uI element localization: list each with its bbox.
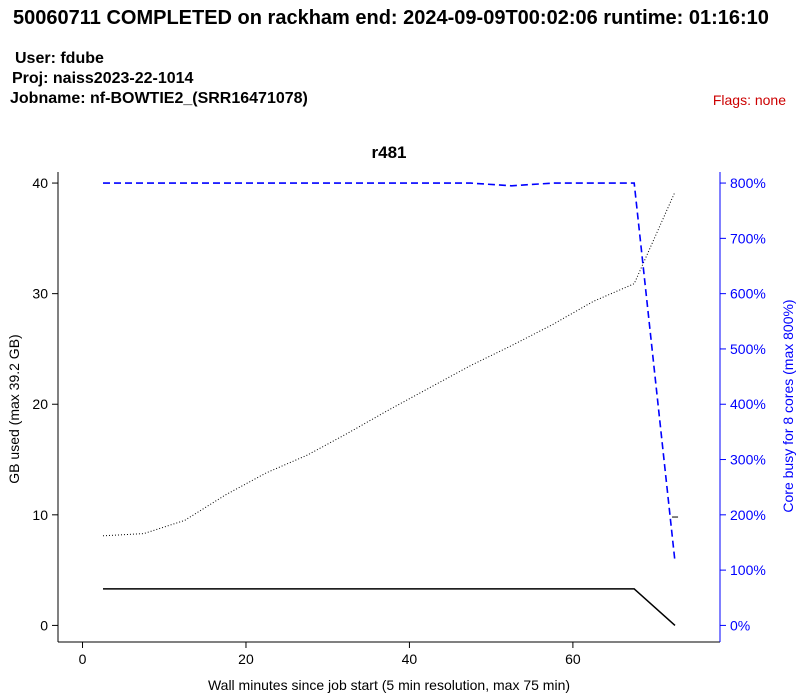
job-title: 50060711 COMPLETED on rackham end: 2024-…	[13, 7, 769, 29]
job-project: Proj: naiss2023-22-1014	[12, 70, 194, 87]
x-axis-label: Wall minutes since job start (5 min reso…	[208, 677, 570, 693]
y-tick-label: 30	[32, 286, 48, 302]
y2-tick-label: 200%	[730, 507, 766, 523]
job-name: Jobname: nf-BOWTIE2_(SRR16471078)	[10, 90, 308, 107]
series-group	[102, 182, 679, 626]
y2-tick-label: 300%	[730, 452, 766, 468]
y2-tick-label: 100%	[730, 562, 766, 578]
y2-tick-label: 800%	[730, 175, 766, 191]
y-tick-label: 20	[32, 396, 48, 412]
core-busy-line	[103, 182, 676, 562]
y-tick-label: 10	[32, 507, 48, 523]
max-memory-line	[102, 191, 676, 537]
y2-tick-label: 400%	[730, 396, 766, 412]
chart-title: r481	[372, 143, 407, 162]
x-tick-label: 40	[402, 651, 418, 667]
x-tick-label: 60	[565, 651, 581, 667]
axes-group: 0 20 40 600102030400%100%200%300%400%500%60…	[32, 172, 766, 667]
y2-tick-label: 600%	[730, 286, 766, 302]
y-tick-label: 40	[32, 175, 48, 191]
memory-used-line	[103, 588, 676, 626]
x-tick-label: 0	[79, 651, 87, 667]
y-axis-label: GB used (max 39.2 GB)	[6, 334, 22, 483]
y2-tick-label: 0%	[730, 617, 750, 633]
y-tick-label: 0	[40, 617, 48, 633]
job-user: User: fdube	[15, 50, 104, 67]
y2-axis-label: Core busy for 8 cores (max 800%)	[780, 299, 796, 512]
y2-tick-label: 700%	[730, 230, 766, 246]
job-flags: Flags: none	[712, 92, 786, 108]
y2-tick-label: 500%	[730, 341, 766, 357]
x-tick-label: 20	[238, 651, 254, 667]
